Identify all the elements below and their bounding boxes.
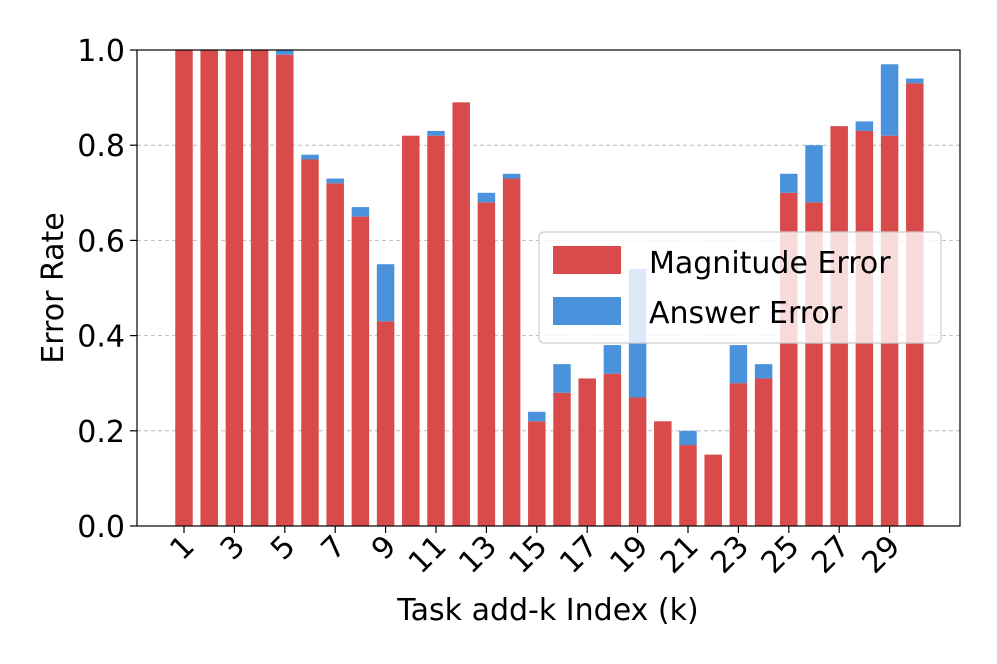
bar-magnitude-error xyxy=(628,397,647,526)
legend-label-answer-error: Answer Error xyxy=(649,296,843,331)
x-tick-label: 7 xyxy=(315,529,353,567)
legend-label-magnitude-error: Magnitude Error xyxy=(649,246,891,281)
bar-magnitude-error xyxy=(553,392,571,526)
bar-answer-error xyxy=(326,178,344,184)
bar-magnitude-error xyxy=(704,454,722,526)
bar-magnitude-error xyxy=(477,202,496,526)
bar-magnitude-error xyxy=(754,378,773,526)
bar-magnitude-error xyxy=(250,50,269,526)
plot-frame xyxy=(136,49,961,527)
x-tick-label: 11 xyxy=(402,529,454,581)
y-axis-label: Error Rate xyxy=(36,212,71,363)
y-tick-label: 0.2 xyxy=(77,415,125,450)
bar-magnitude-error xyxy=(679,445,697,526)
x-tick-label: 3 xyxy=(214,529,252,567)
bar-answer-error xyxy=(502,173,521,179)
bar-answer-error xyxy=(906,78,924,84)
bar-answer-error xyxy=(679,430,697,446)
x-tick-label: 5 xyxy=(264,529,302,567)
bar-answer-error xyxy=(376,264,395,322)
y-tick-label: 0.0 xyxy=(77,510,125,545)
bar-answer-error xyxy=(754,364,773,379)
bar-magnitude-error xyxy=(175,50,193,526)
bar-magnitude-error xyxy=(729,383,748,526)
bar-magnitude-error xyxy=(402,135,420,526)
bar-magnitude-error xyxy=(603,373,622,526)
bar-answer-error xyxy=(855,121,874,131)
bar-answer-error xyxy=(427,130,445,136)
x-tick-label: 9 xyxy=(365,529,403,567)
x-tick-label: 23 xyxy=(704,529,756,581)
bar-magnitude-error xyxy=(225,50,244,526)
bar-magnitude-error xyxy=(654,421,672,526)
bar-answer-error xyxy=(351,207,370,217)
bar-answer-error xyxy=(780,173,798,193)
bar-magnitude-error xyxy=(326,183,344,526)
bar-answer-error xyxy=(729,345,748,384)
bar-magnitude-error xyxy=(502,178,521,526)
bar-answer-error xyxy=(805,145,823,203)
bar-answer-error xyxy=(276,50,294,55)
bar-answer-error xyxy=(301,154,319,160)
x-tick-label: 15 xyxy=(503,529,555,581)
bar-answer-error xyxy=(603,345,622,374)
bar-magnitude-error xyxy=(276,54,294,526)
legend-box xyxy=(538,231,942,344)
bar-answer-error xyxy=(477,192,496,203)
y-axis-ticks: 0.0 0.2 0.4 0.6 0.8 1.0 xyxy=(77,34,137,545)
bars-group xyxy=(175,50,924,527)
x-tick-label: 17 xyxy=(553,529,605,581)
x-tick-label: 1 xyxy=(163,529,201,567)
bar-magnitude-error xyxy=(578,378,596,526)
bar-answer-error xyxy=(880,64,899,136)
bar-magnitude-error xyxy=(427,135,445,526)
bar-magnitude-error xyxy=(376,321,395,526)
y-tick-label: 1.0 xyxy=(77,34,125,69)
legend: Magnitude Error Answer Error xyxy=(538,231,942,344)
legend-swatch-answer-error xyxy=(553,297,621,325)
y-tick-label: 0.6 xyxy=(77,224,125,259)
x-tick-label: 21 xyxy=(654,529,706,581)
y-tick-label: 0.4 xyxy=(77,320,125,355)
bar-magnitude-error xyxy=(528,421,546,526)
x-tick-label: 13 xyxy=(452,529,504,581)
x-tick-label: 29 xyxy=(856,529,908,581)
bar-magnitude-error xyxy=(301,159,319,527)
legend-swatch-magnitude-error xyxy=(553,246,621,274)
x-tick-label: 27 xyxy=(805,529,857,581)
bar-magnitude-error xyxy=(452,102,470,527)
bar-magnitude-error xyxy=(351,216,370,526)
bar-answer-error xyxy=(553,364,571,393)
bar-magnitude-error xyxy=(200,50,218,526)
bar-answer-error xyxy=(528,411,546,422)
y-tick-label: 0.8 xyxy=(77,129,125,164)
x-tick-label: 25 xyxy=(755,529,807,581)
x-axis-label: Task add-k Index (k) xyxy=(396,593,698,628)
x-tick-label: 19 xyxy=(604,529,656,581)
